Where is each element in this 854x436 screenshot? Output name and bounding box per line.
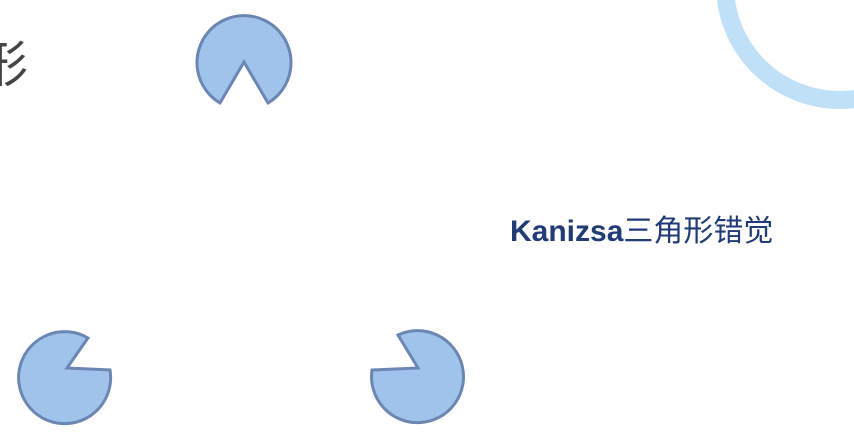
partial-glyph: 形 bbox=[0, 36, 28, 94]
decorative-ring bbox=[716, 0, 854, 109]
pacman-bottom-left bbox=[17, 330, 113, 426]
caption-latin: Kanizsa bbox=[510, 215, 624, 248]
slide-caption: Kanizsa三角形错觉 bbox=[510, 212, 773, 252]
pacman-bottom-right bbox=[370, 329, 465, 425]
pacman-top bbox=[195, 14, 293, 106]
caption-cjk: 三角形错觉 bbox=[623, 214, 774, 249]
